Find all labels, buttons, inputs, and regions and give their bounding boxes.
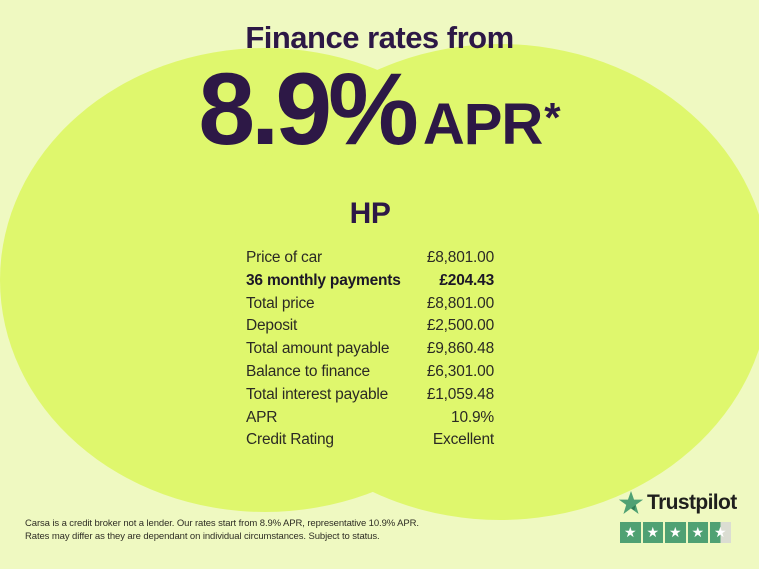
star-box-1: ★ — [620, 522, 641, 543]
row-label: Credit Rating — [246, 431, 334, 449]
table-row: Balance to finance £6,301.00 — [246, 361, 494, 384]
table-row: Total price £8,801.00 — [246, 293, 494, 316]
rate-asterisk: * — [544, 94, 561, 141]
row-label: 36 monthly payments — [246, 271, 401, 289]
table-row: Price of car £8,801.00 — [246, 247, 494, 270]
row-label: Total amount payable — [246, 340, 390, 358]
table-row: APR 10.9% — [246, 407, 494, 430]
disclaimer-line-2: Rates may differ as they are dependant o… — [25, 531, 380, 542]
star-box-4: ★ — [687, 522, 708, 543]
row-value: £8,801.00 — [426, 249, 494, 266]
row-value: £204.43 — [439, 271, 494, 289]
finance-table: Price of car £8,801.00 36 monthly paymen… — [246, 247, 494, 452]
table-row: Credit Rating Excellent — [246, 429, 494, 452]
rate-value: 8.9% — [198, 52, 418, 166]
star-box-5-half: ★ — [710, 522, 731, 543]
star-box-2: ★ — [642, 522, 663, 543]
disclaimer-line-1: Carsa is a credit broker not a lender. O… — [25, 518, 419, 529]
row-label: APR — [246, 408, 278, 426]
row-label: Total price — [246, 294, 315, 312]
row-value: Excellent — [432, 431, 494, 449]
rate-suffix: APR — [422, 92, 543, 157]
row-value: £6,301.00 — [426, 362, 494, 380]
headline-rate: 8.9% APR * — [0, 58, 759, 160]
trustpilot-star-icon — [618, 491, 644, 514]
row-value: 10.9% — [451, 408, 494, 426]
row-label: Total interest payable — [246, 385, 389, 403]
product-title: HP — [349, 197, 391, 230]
trustpilot-rating-stars: ★ ★ ★ ★ ★ — [620, 522, 746, 543]
row-label: Price of car — [246, 249, 322, 266]
legal-disclaimer: Carsa is a credit broker not a lender. O… — [25, 517, 455, 543]
trustpilot-wordmark: Trustpilot — [647, 491, 737, 514]
row-label: Deposit — [246, 317, 298, 335]
star-box-3: ★ — [665, 522, 686, 543]
trustpilot-logo: Trustpilot — [618, 491, 746, 515]
row-value: £8,801.00 — [426, 294, 494, 312]
trustpilot-badge[interactable]: Trustpilot ★ ★ ★ ★ ★ — [618, 491, 746, 543]
banner-eyebrow: Finance rates from — [245, 20, 514, 55]
row-value: £1,059.48 — [426, 385, 494, 403]
row-value: £2,500.00 — [426, 317, 494, 335]
background-circle-right — [230, 44, 759, 520]
row-value: £9,860.48 — [426, 340, 494, 358]
table-row: Total amount payable £9,860.48 — [246, 338, 494, 361]
table-row-monthly-payment: 36 monthly payments £204.43 — [246, 270, 494, 293]
table-row: Deposit £2,500.00 — [246, 315, 494, 338]
table-row: Total interest payable £1,059.48 — [246, 384, 494, 407]
row-label: Balance to finance — [246, 362, 370, 380]
